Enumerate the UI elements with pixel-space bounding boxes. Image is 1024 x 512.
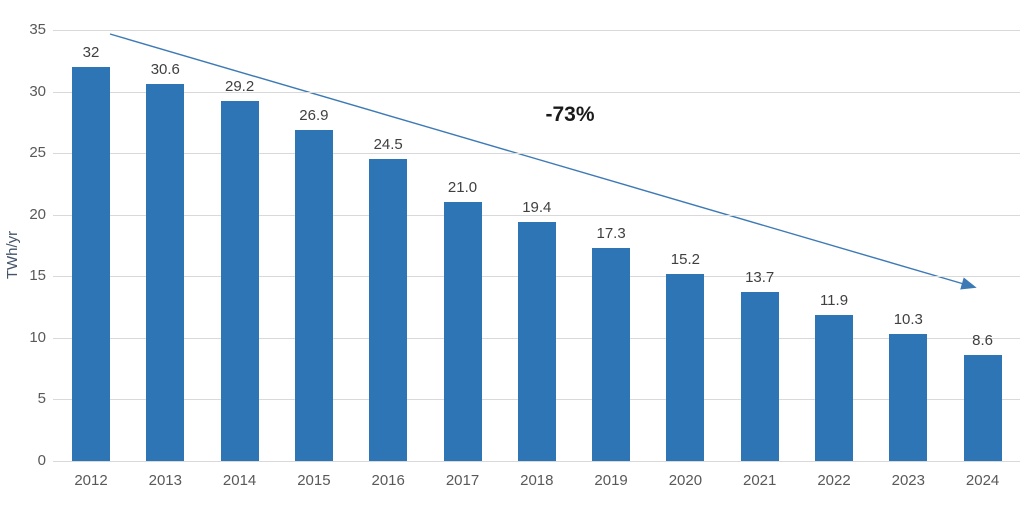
bar-value-label-2017: 21.0 [447, 179, 478, 197]
bar-2019 [592, 248, 631, 461]
y-tick-label-20: 20 [29, 206, 46, 223]
y-tick-label-5: 5 [37, 390, 46, 407]
x-tick-label-2019: 2019 [594, 472, 628, 489]
bar-value-label-2024: 8.6 [972, 332, 994, 350]
x-tick-label-2017: 2017 [445, 472, 480, 489]
bar-value-label-2013: 30.6 [150, 61, 180, 79]
x-tick-label-2013: 2013 [148, 472, 182, 489]
y-tick-label-10: 10 [29, 329, 46, 346]
x-tick-label-2022: 2022 [817, 472, 851, 489]
gridline-20 [53, 215, 1020, 216]
bar-value-label-2018: 19.4 [522, 199, 552, 217]
bar-2016 [369, 159, 408, 461]
x-tick-label-2023: 2023 [891, 472, 925, 489]
bar-2013 [146, 84, 185, 461]
bar-value-label-2014: 29.2 [224, 78, 255, 96]
bar-2021 [740, 292, 779, 461]
bar-2015 [294, 129, 333, 461]
x-tick-label-2024: 2024 [965, 472, 1000, 489]
x-tick-label-2020: 2020 [668, 472, 703, 489]
bar-2012 [72, 66, 110, 461]
y-tick-label-35: 35 [29, 21, 46, 38]
x-tick-label-2018: 2018 [520, 472, 554, 489]
gridline-25 [53, 153, 1020, 154]
bar-value-label-2012: 32 [82, 43, 100, 61]
bar-value-label-2022: 11.9 [819, 291, 849, 309]
y-axis-title: TWh/yr [4, 230, 21, 280]
bar-value-label-2019: 17.3 [596, 225, 626, 242]
y-tick-label-0: 0 [37, 452, 46, 469]
trend-line [109, 33, 977, 290]
bar-value-label-2021: 13.7 [745, 269, 775, 287]
gridline-35 [53, 30, 1020, 31]
bar-2020 [666, 273, 705, 461]
bar-value-label-2015: 26.9 [299, 106, 329, 124]
x-tick-label-2016: 2016 [371, 472, 405, 489]
bar-2018 [517, 222, 556, 461]
bar-2014 [220, 101, 259, 461]
gridline-0 [53, 461, 1020, 462]
x-tick-label-2014: 2014 [222, 472, 257, 489]
bar-value-label-2020: 15.2 [670, 250, 700, 268]
y-tick-label-15: 15 [29, 267, 46, 284]
bar-value-label-2016: 24.5 [373, 136, 403, 154]
y-tick-label-25: 25 [29, 144, 46, 161]
gridline-30 [53, 92, 1020, 93]
x-tick-label-2012: 2012 [74, 472, 108, 489]
x-tick-label-2015: 2015 [297, 472, 331, 489]
x-tick-label-2021: 2021 [743, 472, 777, 489]
bar-2017 [443, 202, 482, 461]
bar-2024 [963, 355, 1002, 461]
bar-2022 [815, 314, 853, 461]
y-tick-label-30: 30 [29, 83, 46, 100]
trend-annotation: -73% [545, 103, 595, 126]
bar-2023 [889, 334, 928, 461]
bar-value-label-2023: 10.3 [893, 311, 923, 329]
